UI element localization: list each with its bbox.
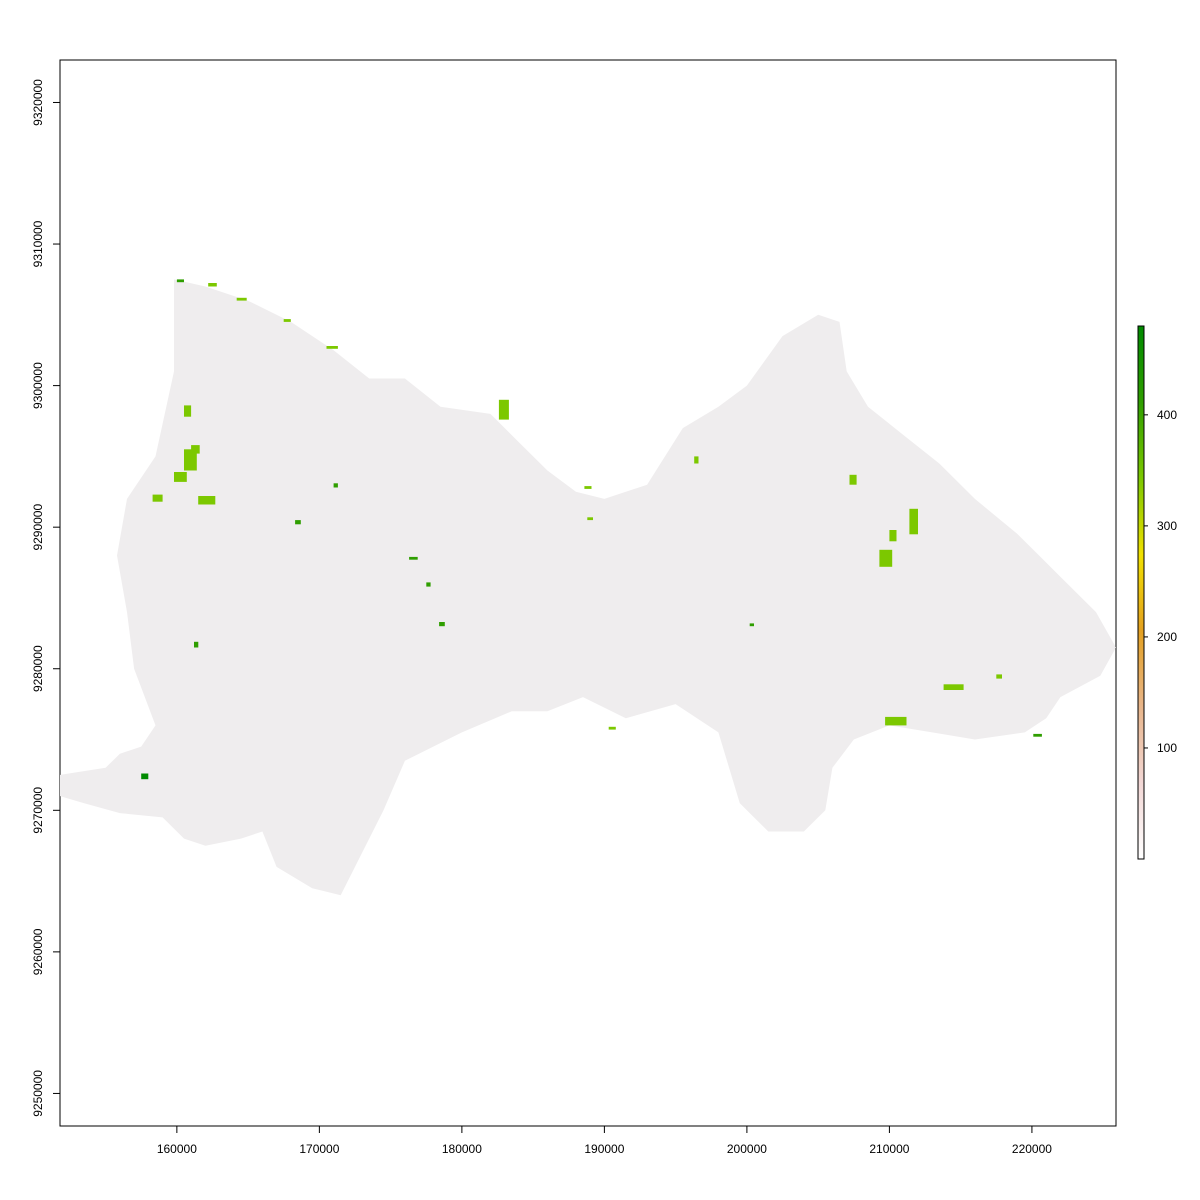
value-patch [141,773,149,780]
colorbar-legend: 100 200 300 400 [1137,325,1177,860]
value-patch [409,556,418,560]
value-patch [176,279,184,283]
x-tick-label: 180000 [442,1142,482,1156]
colorbar-tick-label: 200 [1157,630,1177,644]
value-patch [283,319,291,322]
y-tick-label: 9260000 [31,928,45,975]
value-patch [584,486,592,489]
region-layer [60,279,1116,896]
x-tick-label: 170000 [299,1142,339,1156]
x-tick-label: 200000 [727,1142,767,1156]
value-patch [426,582,431,587]
value-patch [879,549,893,567]
value-patch [909,508,918,535]
value-patch [174,472,187,482]
x-tick-label: 210000 [869,1142,909,1156]
value-patch [236,297,247,301]
y-tick-label: 9250000 [31,1070,45,1117]
value-patch [152,494,163,502]
value-patch [1033,733,1042,737]
x-tick-label: 220000 [1012,1142,1052,1156]
study-area-region [60,279,1116,896]
value-patch [749,623,754,627]
value-patch [295,520,301,525]
value-patch [889,530,897,542]
y-axis: 9250000 9260000 9270000 9280000 9290000 93000… [31,79,60,1117]
value-patch [587,517,593,521]
x-tick-label: 160000 [157,1142,197,1156]
value-patch [498,399,509,420]
green-patches-layer [141,279,1042,780]
value-patch [326,346,338,349]
value-patch [184,449,197,471]
value-patch [208,283,217,287]
plot-frame [59,59,1117,1127]
value-patch [996,674,1002,679]
colorbar-ramp [1137,325,1145,860]
value-patch [198,496,216,505]
y-tick-label: 9310000 [31,220,45,267]
value-patch [849,474,857,485]
colorbar-tick-label: 400 [1157,408,1177,422]
value-patch [194,641,199,648]
value-patch [943,684,964,690]
value-patch [191,445,200,454]
y-tick-label: 9270000 [31,787,45,834]
x-tick-label: 190000 [584,1142,624,1156]
colorbar-tick-label: 100 [1157,741,1177,755]
y-tick-label: 9300000 [31,362,45,409]
value-patch [608,726,616,730]
value-patch [694,456,699,464]
colorbar-tick-label: 300 [1157,519,1177,533]
value-patch [333,483,338,488]
value-patch [885,716,907,726]
value-patch [184,405,192,417]
y-tick-label: 9280000 [31,645,45,692]
y-tick-label: 9290000 [31,504,45,551]
y-tick-label: 9320000 [31,79,45,126]
x-axis: 160000 170000 180000 190000 200000 210000 2200… [157,1126,1052,1156]
value-patch [439,622,445,627]
